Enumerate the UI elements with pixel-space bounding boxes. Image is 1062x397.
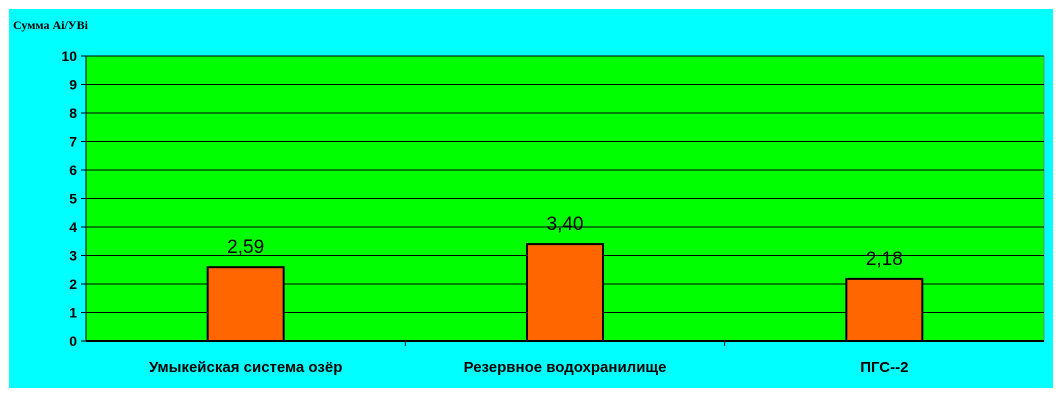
y-tick-label: 7 (69, 134, 77, 150)
y-tick-label: 3 (69, 248, 77, 264)
chart: Сумма Ai/УВi 0 1 2 3 4 5 6 7 8 9 10 Умыкейская сис… (8, 8, 1054, 389)
bar (845, 277, 924, 342)
bar (206, 266, 285, 342)
y-axis-ticks: 0 1 2 3 4 5 6 7 8 9 10 (61, 48, 86, 349)
y-tick-label: 1 (69, 305, 77, 321)
data-labels: 2,59 3,40 2,18 (227, 214, 903, 270)
x-category-label: ПГС--2 (860, 359, 908, 376)
bar-chart-svg: Сумма Ai/УВi 0 1 2 3 4 5 6 7 8 9 10 Умыкейская сис… (13, 18, 1045, 376)
data-label: 3,40 (547, 214, 584, 235)
y-tick-label: 0 (69, 333, 77, 349)
bar (526, 243, 604, 343)
y-tick-label: 5 (69, 191, 77, 207)
y-tick-label: 10 (61, 48, 77, 64)
y-axis-label: Сумма Ai/УВi (13, 18, 89, 32)
y-tick-label: 6 (69, 162, 77, 178)
data-label: 2,59 (227, 237, 264, 258)
y-tick-label: 9 (69, 77, 77, 93)
y-tick-label: 2 (69, 276, 77, 292)
x-axis-categories: Умыкейская система озёр Резервное водохра… (149, 341, 908, 376)
x-category-label: Резервное водохранилище (464, 359, 667, 376)
x-category-label: Умыкейская система озёр (149, 359, 342, 376)
data-label: 2,18 (866, 249, 903, 270)
y-tick-label: 8 (69, 105, 77, 121)
y-tick-label: 4 (69, 219, 77, 235)
